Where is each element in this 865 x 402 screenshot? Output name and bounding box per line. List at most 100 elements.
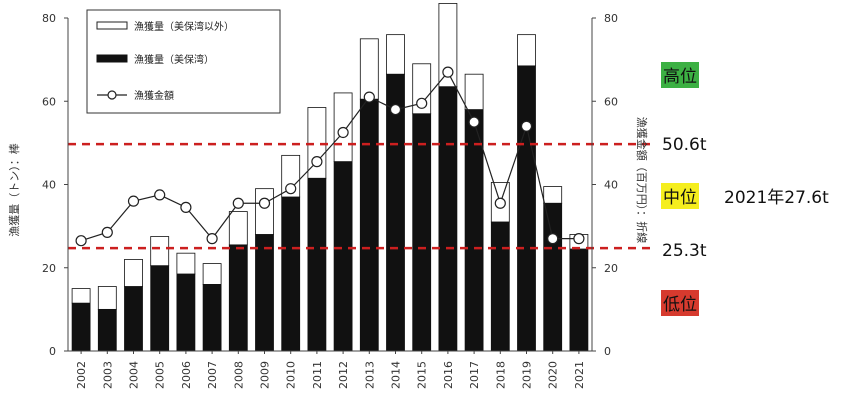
line-layer — [75, 66, 585, 247]
bar-mihowan-2009 — [255, 234, 274, 352]
bar-other-2016 — [438, 3, 458, 88]
x-tick-label-2015: 2015 — [416, 361, 429, 389]
left-tick-label-80: 80 — [42, 12, 56, 25]
left-tick-label-20: 20 — [42, 262, 56, 275]
x-tick-label-2006: 2006 — [180, 361, 193, 389]
axes-layer: 0 20 40 60 80 0 20 40 60 80 — [42, 12, 618, 358]
legend-label-mihowan: 漁獲量（美保湾） — [134, 53, 214, 66]
left-axis-title: 漁獲量（トン）：棒 — [7, 143, 21, 237]
x-tick-label-2014: 2014 — [390, 361, 403, 389]
bar-mihowan-2020 — [543, 202, 563, 352]
marker-value-2021 — [573, 233, 585, 245]
bar-mihowan-2005 — [150, 265, 170, 352]
right-axis-title: 漁獲金額（百万円）：折線 — [635, 117, 649, 244]
x-tick-label-2008: 2008 — [232, 361, 245, 389]
bar-mihowan-2007 — [202, 283, 222, 352]
marker-value-2013 — [363, 91, 375, 103]
bar-other-2017 — [464, 73, 484, 110]
x-tick-label-2007: 2007 — [206, 361, 219, 389]
bar-mihowan-2008 — [228, 244, 248, 352]
bar-mihowan-2006 — [176, 273, 196, 352]
bar-mihowan-2014 — [386, 73, 405, 352]
marker-value-2011 — [311, 156, 323, 168]
left-tick-label-0: 0 — [49, 345, 56, 358]
marker-value-2014 — [389, 103, 402, 116]
ref-line-upper-label: 50.6t — [662, 135, 707, 155]
x-tick-label-2021: 2021 — [573, 361, 586, 389]
marker-value-2008 — [232, 197, 244, 209]
marker-value-2012 — [337, 126, 349, 139]
x-tick-label-2019: 2019 — [521, 361, 534, 389]
bar-mihowan-2012 — [333, 161, 353, 352]
band-high-label: 高位 — [663, 67, 697, 87]
bar-mihowan-2018 — [490, 221, 510, 352]
x-tick-label-2004: 2004 — [128, 361, 141, 389]
bar-mihowan-2016 — [438, 86, 458, 352]
x-tick-label-2013: 2013 — [363, 361, 376, 389]
x-tick-label-2018: 2018 — [494, 361, 507, 389]
band-low: 低位 — [661, 290, 699, 316]
x-tick-label-2011: 2011 — [311, 361, 324, 389]
x-tick-label-2003: 2003 — [101, 361, 114, 389]
x-tick-label-2020: 2020 — [547, 361, 560, 389]
bar-other-2002 — [71, 288, 91, 304]
marker-value-2006 — [180, 201, 192, 213]
bar-other-2003 — [97, 286, 117, 310]
bar-mihowan-2021 — [569, 248, 589, 352]
bar-mihowan-2002 — [71, 302, 91, 352]
marker-value-2018 — [494, 197, 506, 209]
legend-marker-sample — [107, 90, 117, 100]
right-tick-label-60: 60 — [604, 95, 618, 108]
marker-value-2002 — [75, 235, 87, 247]
right-tick-label-40: 40 — [604, 179, 618, 192]
bar-other-2006 — [176, 252, 196, 275]
legend-swatch-other — [96, 21, 128, 30]
marker-value-2005 — [154, 189, 166, 201]
bar-mihowan-2019 — [517, 65, 536, 352]
marker-value-2010 — [285, 183, 297, 195]
bar-mihowan-2017 — [464, 109, 484, 352]
marker-value-2019 — [520, 120, 533, 132]
marker-value-2004 — [127, 195, 140, 207]
band-mid: 中位 — [661, 183, 699, 209]
x-ticks-layer: 2002 2003 2004 2005 2006 2007 2008 2009 2010 2011… — [75, 351, 586, 389]
band-high-bg — [661, 62, 699, 88]
bar-mihowan-2013 — [359, 98, 379, 352]
band-mid-label: 中位 — [663, 188, 697, 208]
bar-other-2013 — [359, 38, 379, 100]
marker-value-2017 — [468, 116, 480, 128]
x-tick-label-2002: 2002 — [75, 361, 88, 389]
right-tick-label-20: 20 — [604, 262, 618, 275]
x-tick-label-2016: 2016 — [442, 361, 455, 389]
bar-other-2014 — [386, 34, 405, 75]
bar-mihowan-2004 — [124, 286, 143, 352]
bar-other-2004 — [124, 259, 143, 287]
legend: 漁獲量（美保湾以外） 漁獲量（美保湾） 漁獲金額 — [86, 9, 281, 114]
bar-other-2009 — [255, 188, 274, 235]
legend-label-value: 漁獲金額 — [134, 89, 174, 102]
marker-value-2020 — [547, 233, 559, 245]
x-tick-label-2009: 2009 — [259, 361, 272, 389]
band-mid-bg — [661, 183, 699, 209]
bar-mihowan-2011 — [307, 177, 327, 352]
band-low-bg — [661, 290, 699, 316]
note-2021: 2021年27.6t — [724, 188, 829, 208]
x-tick-label-2017: 2017 — [468, 361, 481, 389]
left-tick-label-40: 40 — [42, 179, 56, 192]
marker-value-2003 — [101, 226, 113, 238]
band-low-label: 低位 — [663, 295, 697, 315]
right-tick-label-80: 80 — [604, 12, 618, 25]
x-tick-label-2005: 2005 — [154, 361, 167, 389]
x-tick-label-2010: 2010 — [285, 361, 298, 389]
x-tick-label-2012: 2012 — [337, 361, 350, 389]
right-tick-label-0: 0 — [604, 345, 611, 358]
marker-value-2015 — [416, 97, 428, 109]
ref-line-lower-label: 25.3t — [662, 241, 707, 261]
bar-other-2005 — [150, 236, 170, 267]
bar-other-2007 — [202, 263, 222, 285]
left-tick-label-60: 60 — [42, 95, 56, 108]
bar-mihowan-2010 — [281, 196, 301, 352]
marker-value-2007 — [206, 233, 218, 245]
marker-value-2016 — [442, 66, 454, 78]
